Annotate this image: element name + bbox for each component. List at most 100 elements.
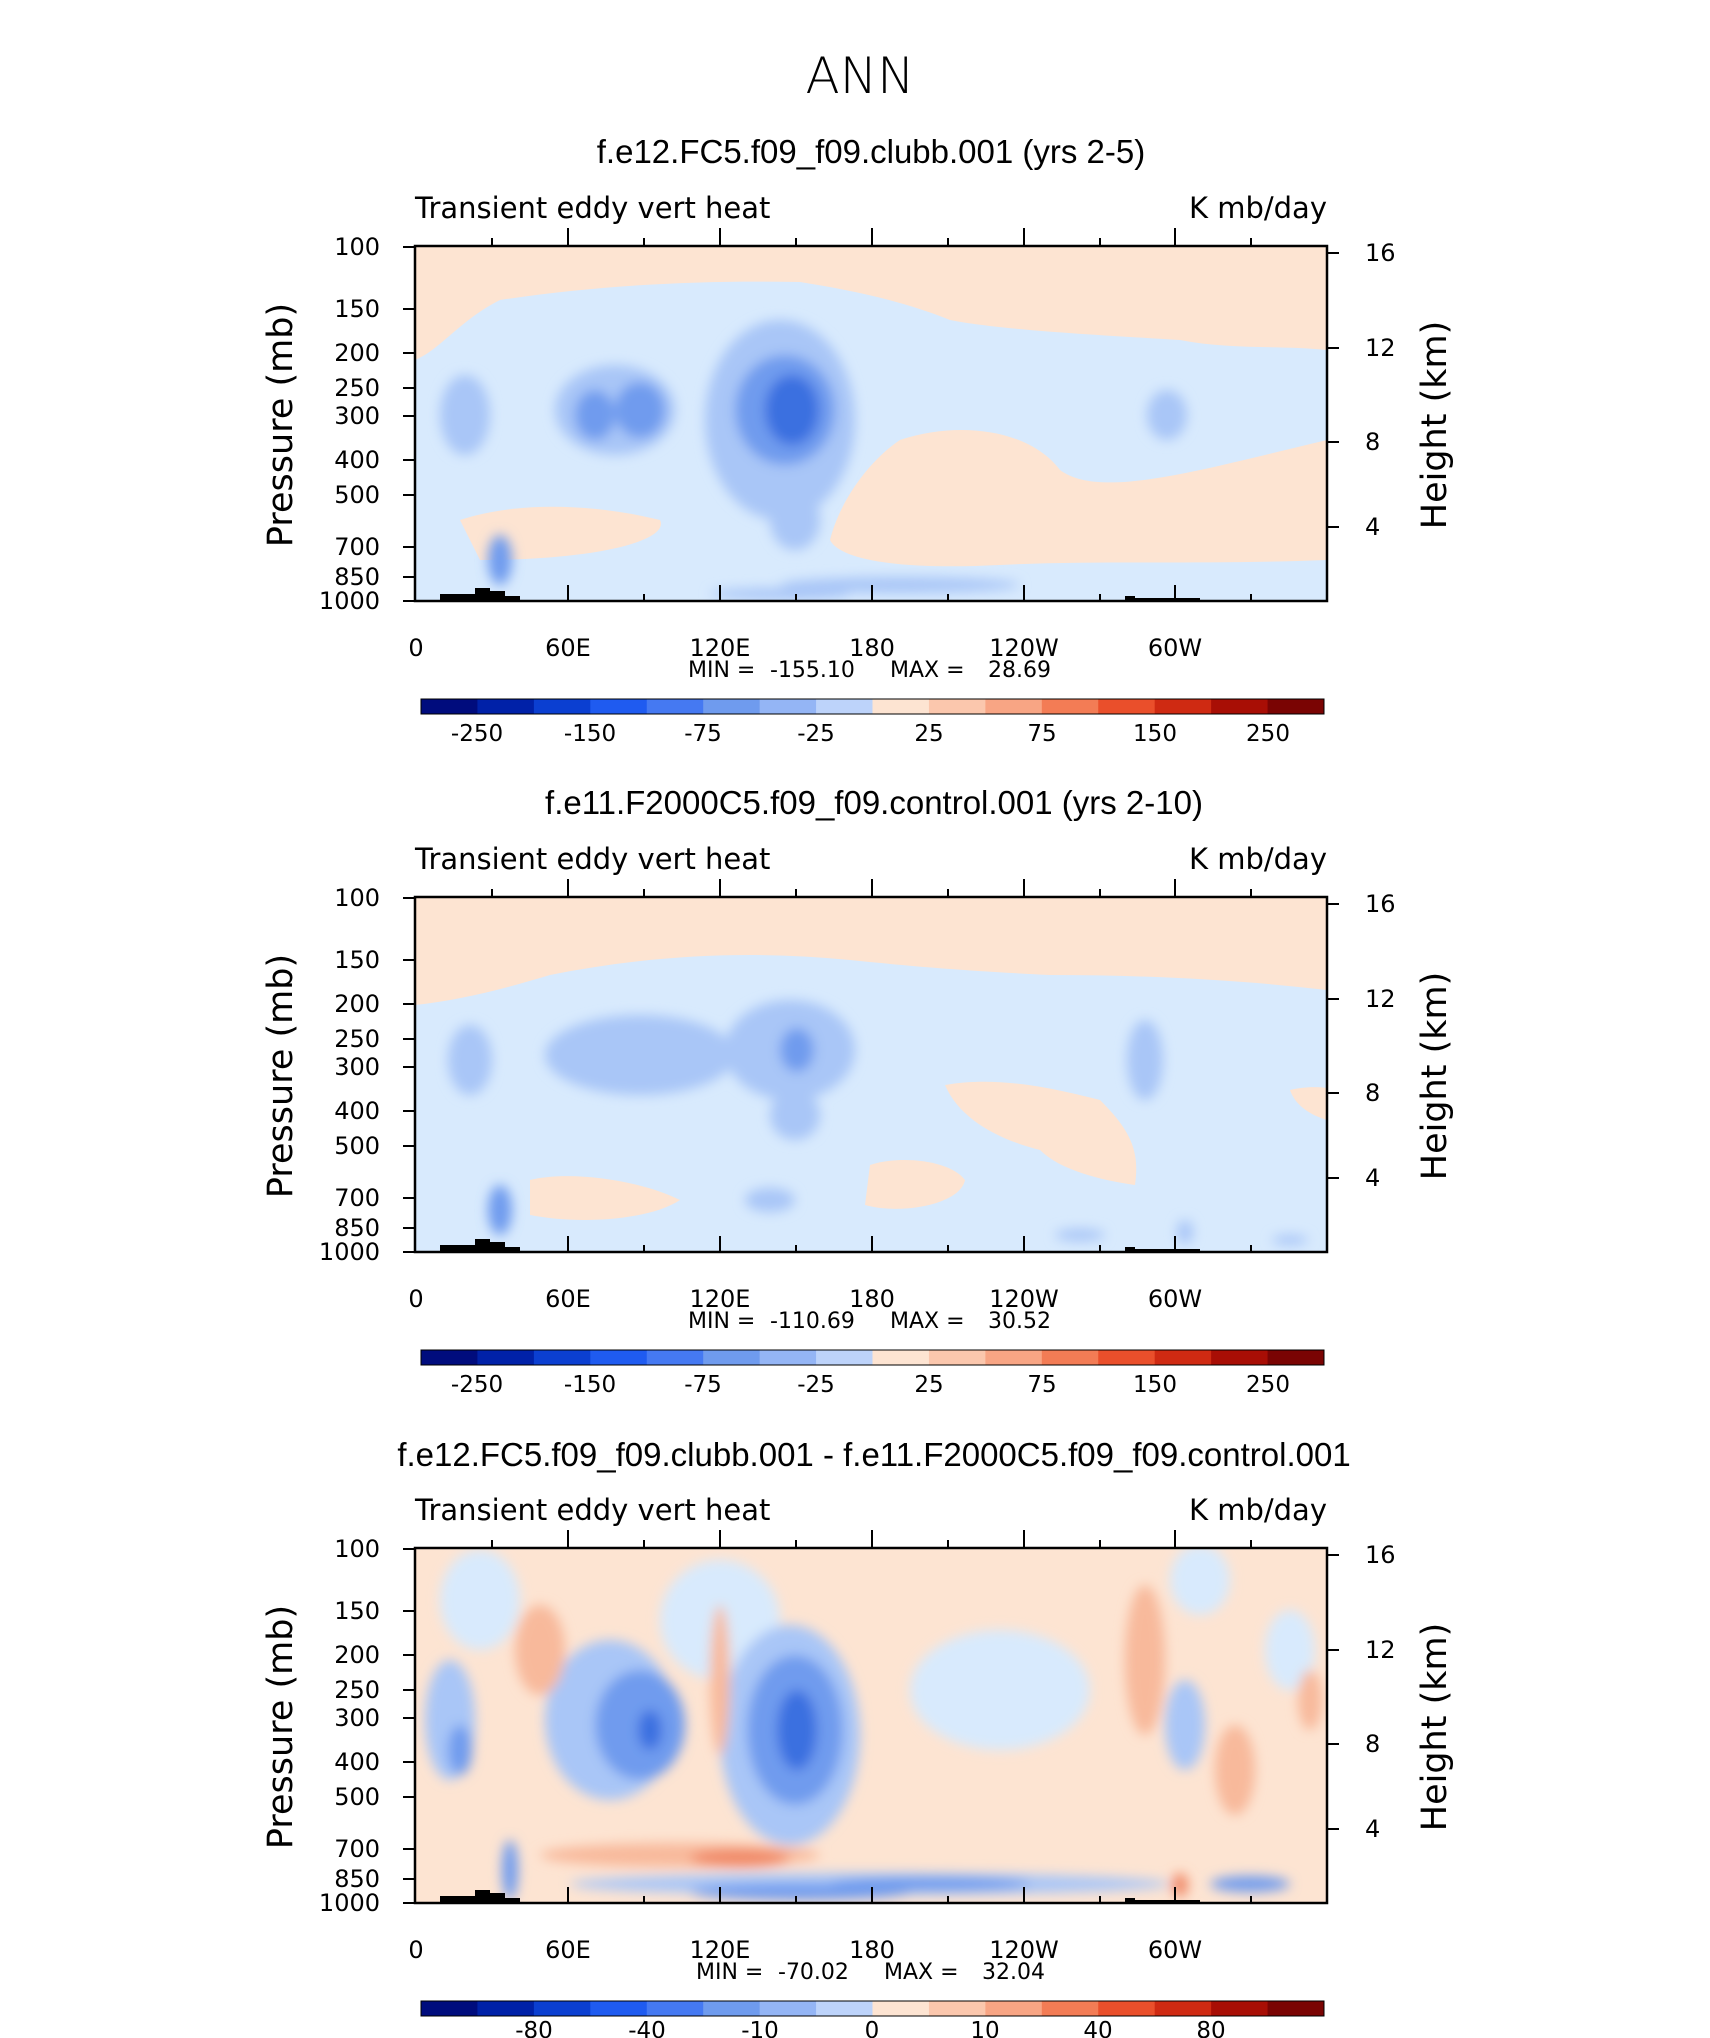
- colorbar-swatch: [985, 699, 1043, 714]
- y-axis-label-right: Height (km): [1415, 1623, 1455, 1832]
- y-tick-right: 8: [1365, 1079, 1380, 1107]
- colorbar-label: 250: [1246, 1372, 1290, 1398]
- colorbar-swatch: [1098, 699, 1156, 714]
- region-positive-right: [1290, 1087, 1327, 1120]
- colorbar-swatch: [928, 699, 986, 714]
- colorbar-swatch: [533, 699, 591, 714]
- colorbar-label: 25: [914, 721, 943, 747]
- colorbar-label: 80: [1196, 2018, 1225, 2038]
- y-axis-label-right: Height (km): [1415, 321, 1455, 530]
- colorbar-label: -25: [797, 1372, 835, 1398]
- y-tick: 200: [334, 1641, 380, 1669]
- colorbar-swatch: [816, 2001, 873, 2016]
- colorbar-swatch: [646, 1350, 704, 1365]
- x-tick: 180: [849, 1936, 895, 1964]
- min-label: MIN =: [688, 658, 755, 683]
- y-tick: 100: [334, 1535, 380, 1563]
- max-value: 32.04: [982, 1960, 1045, 1985]
- y-tick: 400: [334, 446, 380, 474]
- colorbar: -80 -40 -10 0 10 40 80: [420, 2000, 1325, 2038]
- colorbar-swatch: [533, 1350, 591, 1365]
- colorbar-swatch: [928, 2001, 986, 2016]
- colorbar-swatch: [985, 2001, 1043, 2016]
- colorbar-swatch: [872, 1350, 930, 1365]
- colorbar-frame: [420, 2000, 1325, 2017]
- y-tick: 250: [334, 1676, 380, 1704]
- colorbar-label: 40: [1083, 2018, 1112, 2038]
- x-tick: 120E: [690, 1936, 751, 1964]
- x-tick: 0: [408, 634, 423, 662]
- x-ticks: [491, 228, 1252, 601]
- colorbar-label: 150: [1133, 721, 1177, 747]
- colorbar-swatch: [646, 699, 704, 714]
- colorbar-swatch: [1211, 699, 1269, 714]
- colorbar-label: -75: [684, 721, 722, 747]
- x-tick: 60E: [545, 1285, 591, 1313]
- x-tick: 60W: [1148, 634, 1202, 662]
- colorbar-label: -80: [515, 2018, 553, 2038]
- colorbar-swatch: [703, 2001, 761, 2016]
- contour-field: [415, 1548, 1327, 1903]
- y-tick: 300: [334, 1704, 380, 1732]
- topography-africa: [440, 1239, 520, 1252]
- y-axis-label: Pressure (mb): [261, 303, 301, 547]
- y-tick-labels-right: 16 12 8 4: [1365, 1541, 1396, 1843]
- y-tick: 200: [334, 990, 380, 1018]
- colorbar: -250 -150 -75 -25 25 75 150 250: [420, 1349, 1325, 1398]
- colorbar-swatch: [703, 699, 761, 714]
- colorbar-swatch: [590, 699, 648, 714]
- min-value: -155.10: [770, 658, 855, 683]
- contour-field: [415, 897, 1327, 1252]
- stats-line: MIN = -155.10 MAX = 28.69: [688, 658, 1051, 683]
- right-label: K mb/day: [1189, 1493, 1327, 1527]
- y-ticks-right: [1327, 252, 1339, 528]
- x-tick: 0: [408, 1936, 423, 1964]
- left-label: Transient eddy vert heat: [414, 1493, 770, 1527]
- x-tick: 60W: [1148, 1936, 1202, 1964]
- colorbar-swatch: [1098, 2001, 1156, 2016]
- colorbar-swatch: [646, 2001, 704, 2016]
- max-label: MAX =: [884, 1960, 959, 1985]
- y-tick-right: 8: [1365, 428, 1380, 456]
- x-tick: 60E: [545, 634, 591, 662]
- x-tick: 180: [849, 634, 895, 662]
- panel-title: f.e12.FC5.f09_f09.clubb.001 - f.e11.F200…: [397, 1436, 1350, 1473]
- region-positive-strat: [415, 897, 1327, 1005]
- y-tick-right: 8: [1365, 1730, 1380, 1758]
- y-tick: 1000: [319, 1238, 380, 1266]
- y-tick-labels-right: 16 12 8 4: [1365, 890, 1396, 1192]
- colorbar-label: -250: [451, 1372, 503, 1398]
- y-axis-label: Pressure (mb): [261, 954, 301, 1198]
- x-tick: 120W: [989, 1936, 1059, 1964]
- colorbar-swatch: [1267, 2001, 1325, 2016]
- x-tick: 180: [849, 1285, 895, 1313]
- y-tick: 850: [334, 1865, 380, 1893]
- y-tick-labels-left: 100 150 200 250 300 400 500 700 850 1000: [319, 884, 380, 1266]
- x-tick: 120W: [989, 634, 1059, 662]
- y-tick: 700: [334, 1835, 380, 1863]
- y-tick: 150: [334, 295, 380, 323]
- colorbar-swatch: [1211, 1350, 1269, 1365]
- colorbar-swatch: [816, 699, 873, 714]
- colorbar-swatch: [590, 1350, 648, 1365]
- colorbar-swatch: [872, 2001, 930, 2016]
- colorbar-swatch: [759, 1350, 817, 1365]
- x-tick: 0: [408, 1285, 423, 1313]
- colorbar-swatch: [1098, 1350, 1156, 1365]
- colorbar-label: -75: [684, 1372, 722, 1398]
- colorbar-swatch: [421, 699, 478, 714]
- right-label: K mb/day: [1189, 191, 1327, 225]
- panel-clubb: f.e12.FC5.f09_f09.clubb.001 (yrs 2-5) Tr…: [261, 133, 1455, 747]
- colorbar-frame: [420, 698, 1325, 715]
- colorbar-label: 10: [970, 2018, 999, 2038]
- colorbar-swatch: [1211, 2001, 1269, 2016]
- x-tick-labels: 0 60E 120E 180 120W 60W: [408, 1936, 1202, 1964]
- x-tick-labels: 0 60E 120E 180 120W 60W: [408, 634, 1202, 662]
- colorbar-label: 0: [865, 2018, 880, 2038]
- contour-field: [415, 246, 1327, 601]
- y-tick: 150: [334, 1597, 380, 1625]
- colorbar-label: 75: [1027, 721, 1056, 747]
- colorbar-swatch: [590, 2001, 648, 2016]
- colorbar-swatch: [1267, 699, 1325, 714]
- region-positive-low2: [530, 1176, 680, 1220]
